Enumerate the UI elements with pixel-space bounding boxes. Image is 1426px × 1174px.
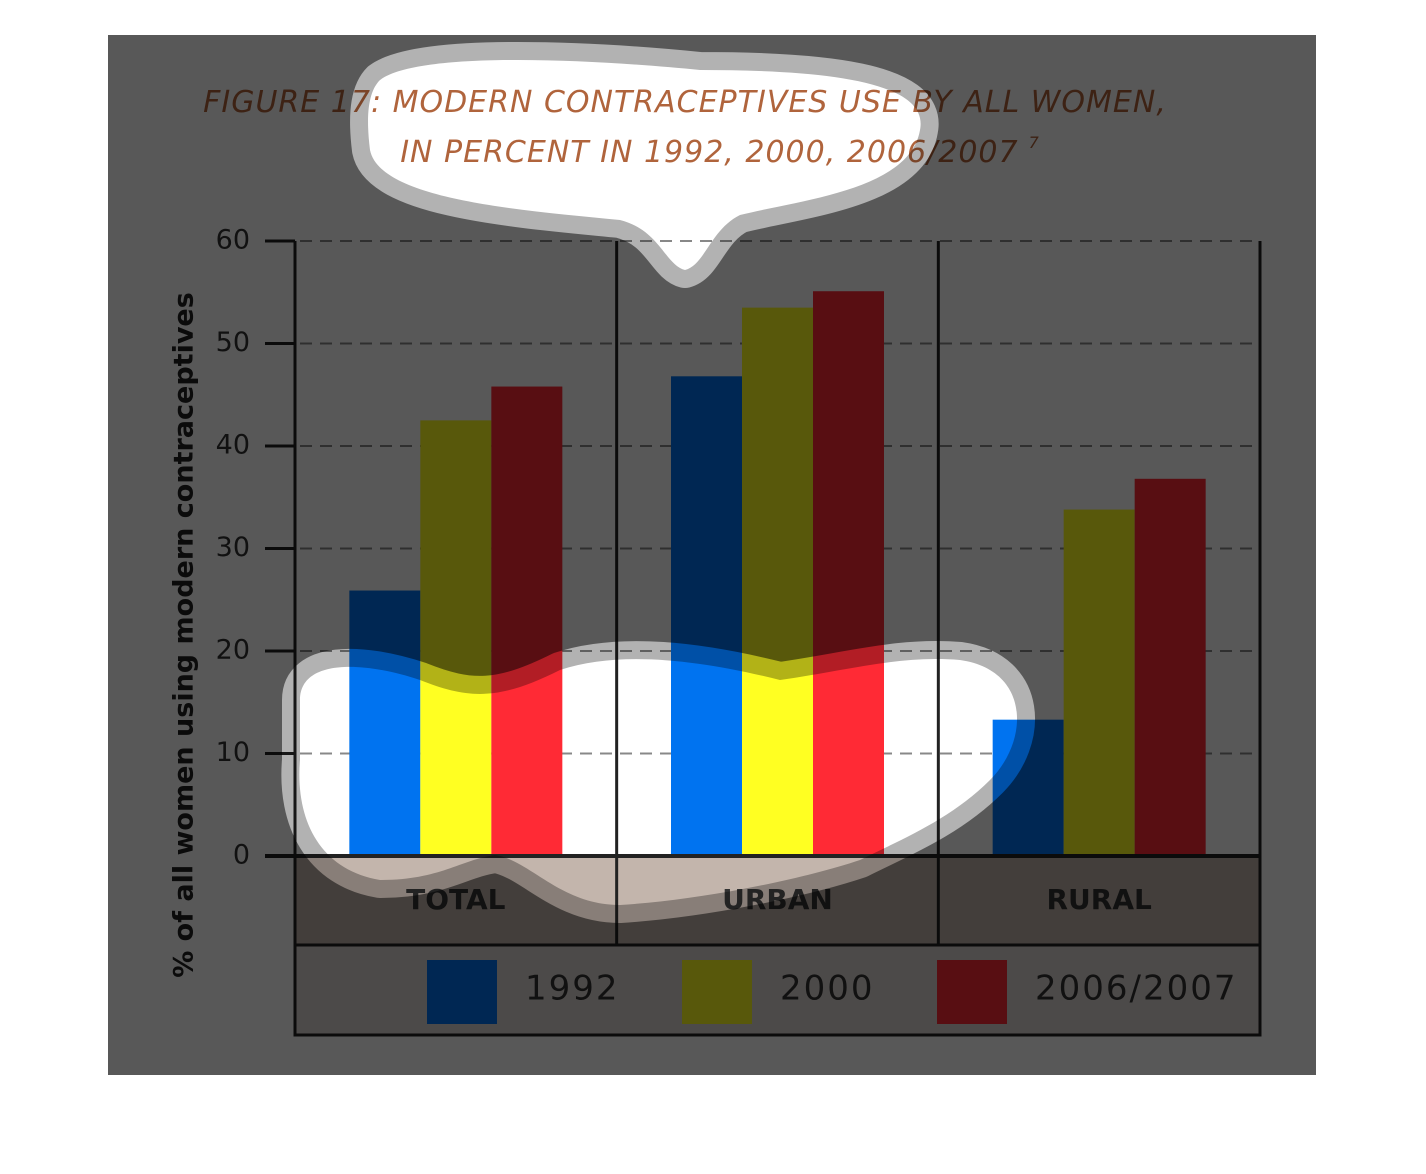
overlay [108,35,1316,1075]
